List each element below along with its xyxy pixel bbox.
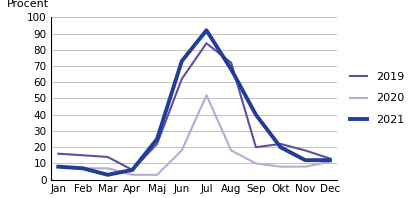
2020 [204,94,209,96]
Line: 2019: 2019 [58,43,330,170]
2019 [254,146,259,148]
2020 [105,167,110,169]
2020 [254,162,259,165]
2019 [81,154,85,156]
2021 [154,138,159,140]
2021 [229,68,234,70]
2019 [130,169,135,171]
2020 [179,149,184,152]
2019 [278,143,283,145]
Legend: 2019, 2020, 2021: 2019, 2020, 2021 [346,68,408,129]
2021 [105,174,110,176]
2019 [154,143,159,145]
2019 [56,152,61,155]
2020 [130,174,135,176]
2021 [303,159,308,161]
2019 [328,157,332,160]
2020 [154,174,159,176]
2020 [328,161,332,163]
2021 [204,29,209,31]
2021 [130,169,135,171]
2019 [204,42,209,45]
2021 [328,159,332,161]
2021 [179,60,184,62]
2021 [278,146,283,148]
2020 [303,166,308,168]
Y-axis label: Procent: Procent [7,0,49,9]
2020 [229,149,234,152]
2021 [81,167,85,169]
2021 [56,166,61,168]
2020 [56,166,61,168]
Line: 2021: 2021 [58,30,330,175]
2019 [229,62,234,64]
2020 [278,166,283,168]
2020 [81,167,85,169]
2019 [105,156,110,158]
2021 [254,113,259,116]
2019 [303,149,308,152]
Line: 2020: 2020 [58,95,330,175]
2019 [179,78,184,80]
